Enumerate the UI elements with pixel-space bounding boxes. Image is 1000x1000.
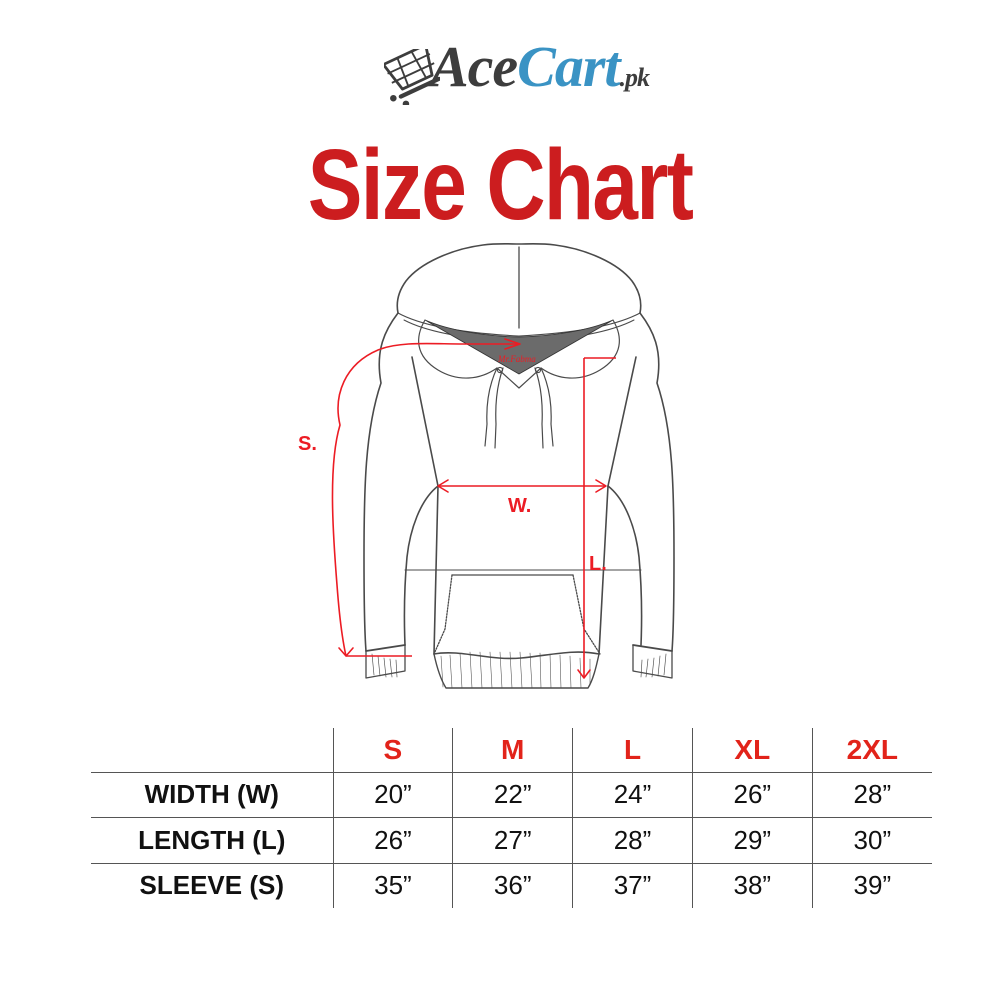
svg-text:W.: W. — [508, 495, 531, 517]
svg-text:Mr.Fabma: Mr.Fabma — [497, 354, 536, 364]
svg-text:S.: S. — [298, 433, 317, 455]
svg-text:L.: L. — [589, 553, 607, 575]
